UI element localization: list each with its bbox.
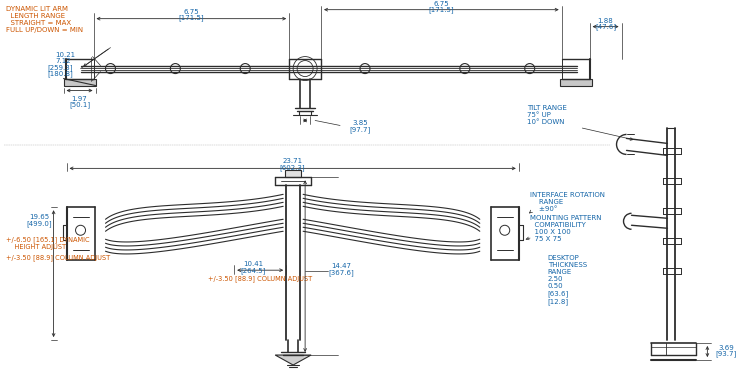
Text: [171.5]: [171.5] <box>179 14 204 21</box>
Text: [50.1]: [50.1] <box>69 101 90 108</box>
Text: 7.12: 7.12 <box>55 58 71 63</box>
Text: 3.85: 3.85 <box>353 121 368 127</box>
Text: [602.3]: [602.3] <box>279 164 305 171</box>
Text: 23.71: 23.71 <box>282 158 302 164</box>
Text: 19.65: 19.65 <box>30 214 50 220</box>
Text: [499.0]: [499.0] <box>27 220 52 227</box>
Text: TILT RANGE
75° UP
10° DOWN: TILT RANGE 75° UP 10° DOWN <box>527 105 567 125</box>
Text: 14.47: 14.47 <box>331 263 351 269</box>
Text: [264.5]: [264.5] <box>240 267 266 273</box>
Text: [171.5]: [171.5] <box>428 6 454 13</box>
Text: [47.6]: [47.6] <box>595 23 616 30</box>
Text: +/-3.50 [88.9] COLUMN ADJUST: +/-3.50 [88.9] COLUMN ADJUST <box>208 275 313 282</box>
Text: 3.69: 3.69 <box>718 345 735 351</box>
Text: 1.97: 1.97 <box>72 95 87 102</box>
Text: [93.7]: [93.7] <box>715 351 737 357</box>
Text: 10.41: 10.41 <box>243 261 263 267</box>
Text: 6.75: 6.75 <box>433 1 449 7</box>
Bar <box>285 170 301 177</box>
Bar <box>64 79 95 86</box>
Polygon shape <box>275 355 311 365</box>
Text: +/-3.50 [88.9] COLUMN ADJUST: +/-3.50 [88.9] COLUMN ADJUST <box>6 254 110 260</box>
Text: +/-6.50 [165.1] DYNAMIC
    HEIGHT ADJUST: +/-6.50 [165.1] DYNAMIC HEIGHT ADJUST <box>6 236 89 250</box>
Text: 1.88: 1.88 <box>598 18 613 24</box>
Text: DESKTOP
THICKNESS
RANGE
2.50
0.50
[63.6]
[12.8]: DESKTOP THICKNESS RANGE 2.50 0.50 [63.6]… <box>548 255 587 305</box>
Text: [180.8]: [180.8] <box>47 70 73 77</box>
Text: 6.75: 6.75 <box>183 9 199 15</box>
Text: [97.7]: [97.7] <box>350 126 371 133</box>
Text: INTERFACE ROTATION
    RANGE
    ±90°: INTERFACE ROTATION RANGE ±90° <box>530 192 605 212</box>
Text: 10.21: 10.21 <box>55 52 75 58</box>
Text: [259.3]: [259.3] <box>47 64 73 71</box>
Bar <box>559 79 592 86</box>
Text: MOUNTING PATTERN
  COMPATIBILITY
  100 X 100
  75 X 75: MOUNTING PATTERN COMPATIBILITY 100 X 100… <box>530 215 602 242</box>
Text: DYNAMIC LIT ARM
  LENGTH RANGE
  STRAIGHT = MAX
FULL UP/DOWN = MIN: DYNAMIC LIT ARM LENGTH RANGE STRAIGHT = … <box>6 6 83 33</box>
Text: [367.6]: [367.6] <box>328 269 354 276</box>
